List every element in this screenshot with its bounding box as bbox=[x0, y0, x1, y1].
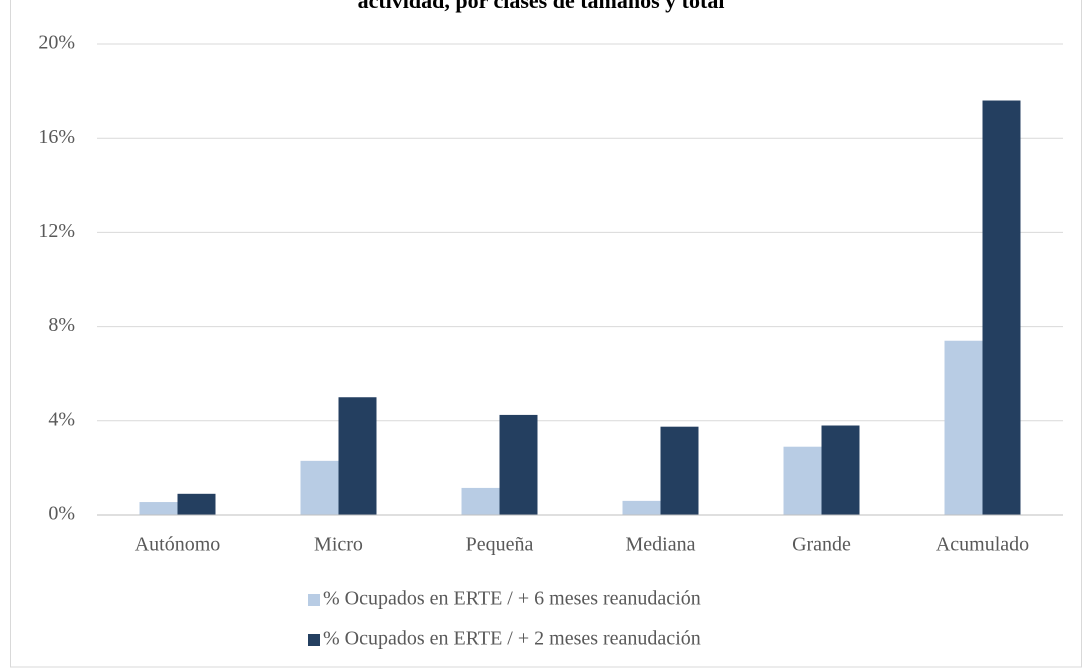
bar bbox=[499, 414, 538, 515]
legend-label: % Ocupados en ERTE / + 6 meses reanudaci… bbox=[323, 588, 701, 610]
bar bbox=[660, 426, 699, 515]
y-tick-label: 20% bbox=[38, 32, 75, 54]
x-tick-label: Pequeña bbox=[466, 534, 534, 556]
bar bbox=[622, 500, 661, 515]
x-tick-label: Mediana bbox=[626, 534, 696, 556]
y-tick-label: 16% bbox=[38, 126, 75, 148]
y-tick-label: 12% bbox=[38, 220, 75, 242]
chart-title: actividad, por clases de tamaños y total bbox=[358, 0, 725, 13]
bar bbox=[821, 425, 860, 515]
bar bbox=[982, 100, 1021, 516]
x-tick-label: Autónomo bbox=[135, 534, 221, 556]
y-tick-label: 0% bbox=[48, 503, 75, 525]
legend-swatch bbox=[308, 634, 320, 646]
bar bbox=[139, 502, 178, 515]
y-tick-label: 8% bbox=[48, 314, 75, 336]
chart-frame bbox=[10, 0, 1082, 668]
bar bbox=[300, 460, 339, 515]
y-tick-label: 4% bbox=[48, 408, 75, 430]
bar bbox=[783, 446, 822, 515]
x-tick-label: Grande bbox=[792, 534, 851, 556]
bar bbox=[338, 397, 377, 515]
bar bbox=[177, 493, 216, 515]
bar bbox=[944, 340, 983, 515]
bar bbox=[461, 487, 500, 515]
legend-swatch bbox=[308, 594, 320, 606]
legend-label: % Ocupados en ERTE / + 2 meses reanudaci… bbox=[323, 628, 701, 650]
x-tick-label: Acumulado bbox=[936, 534, 1029, 556]
x-tick-label: Micro bbox=[314, 534, 363, 556]
